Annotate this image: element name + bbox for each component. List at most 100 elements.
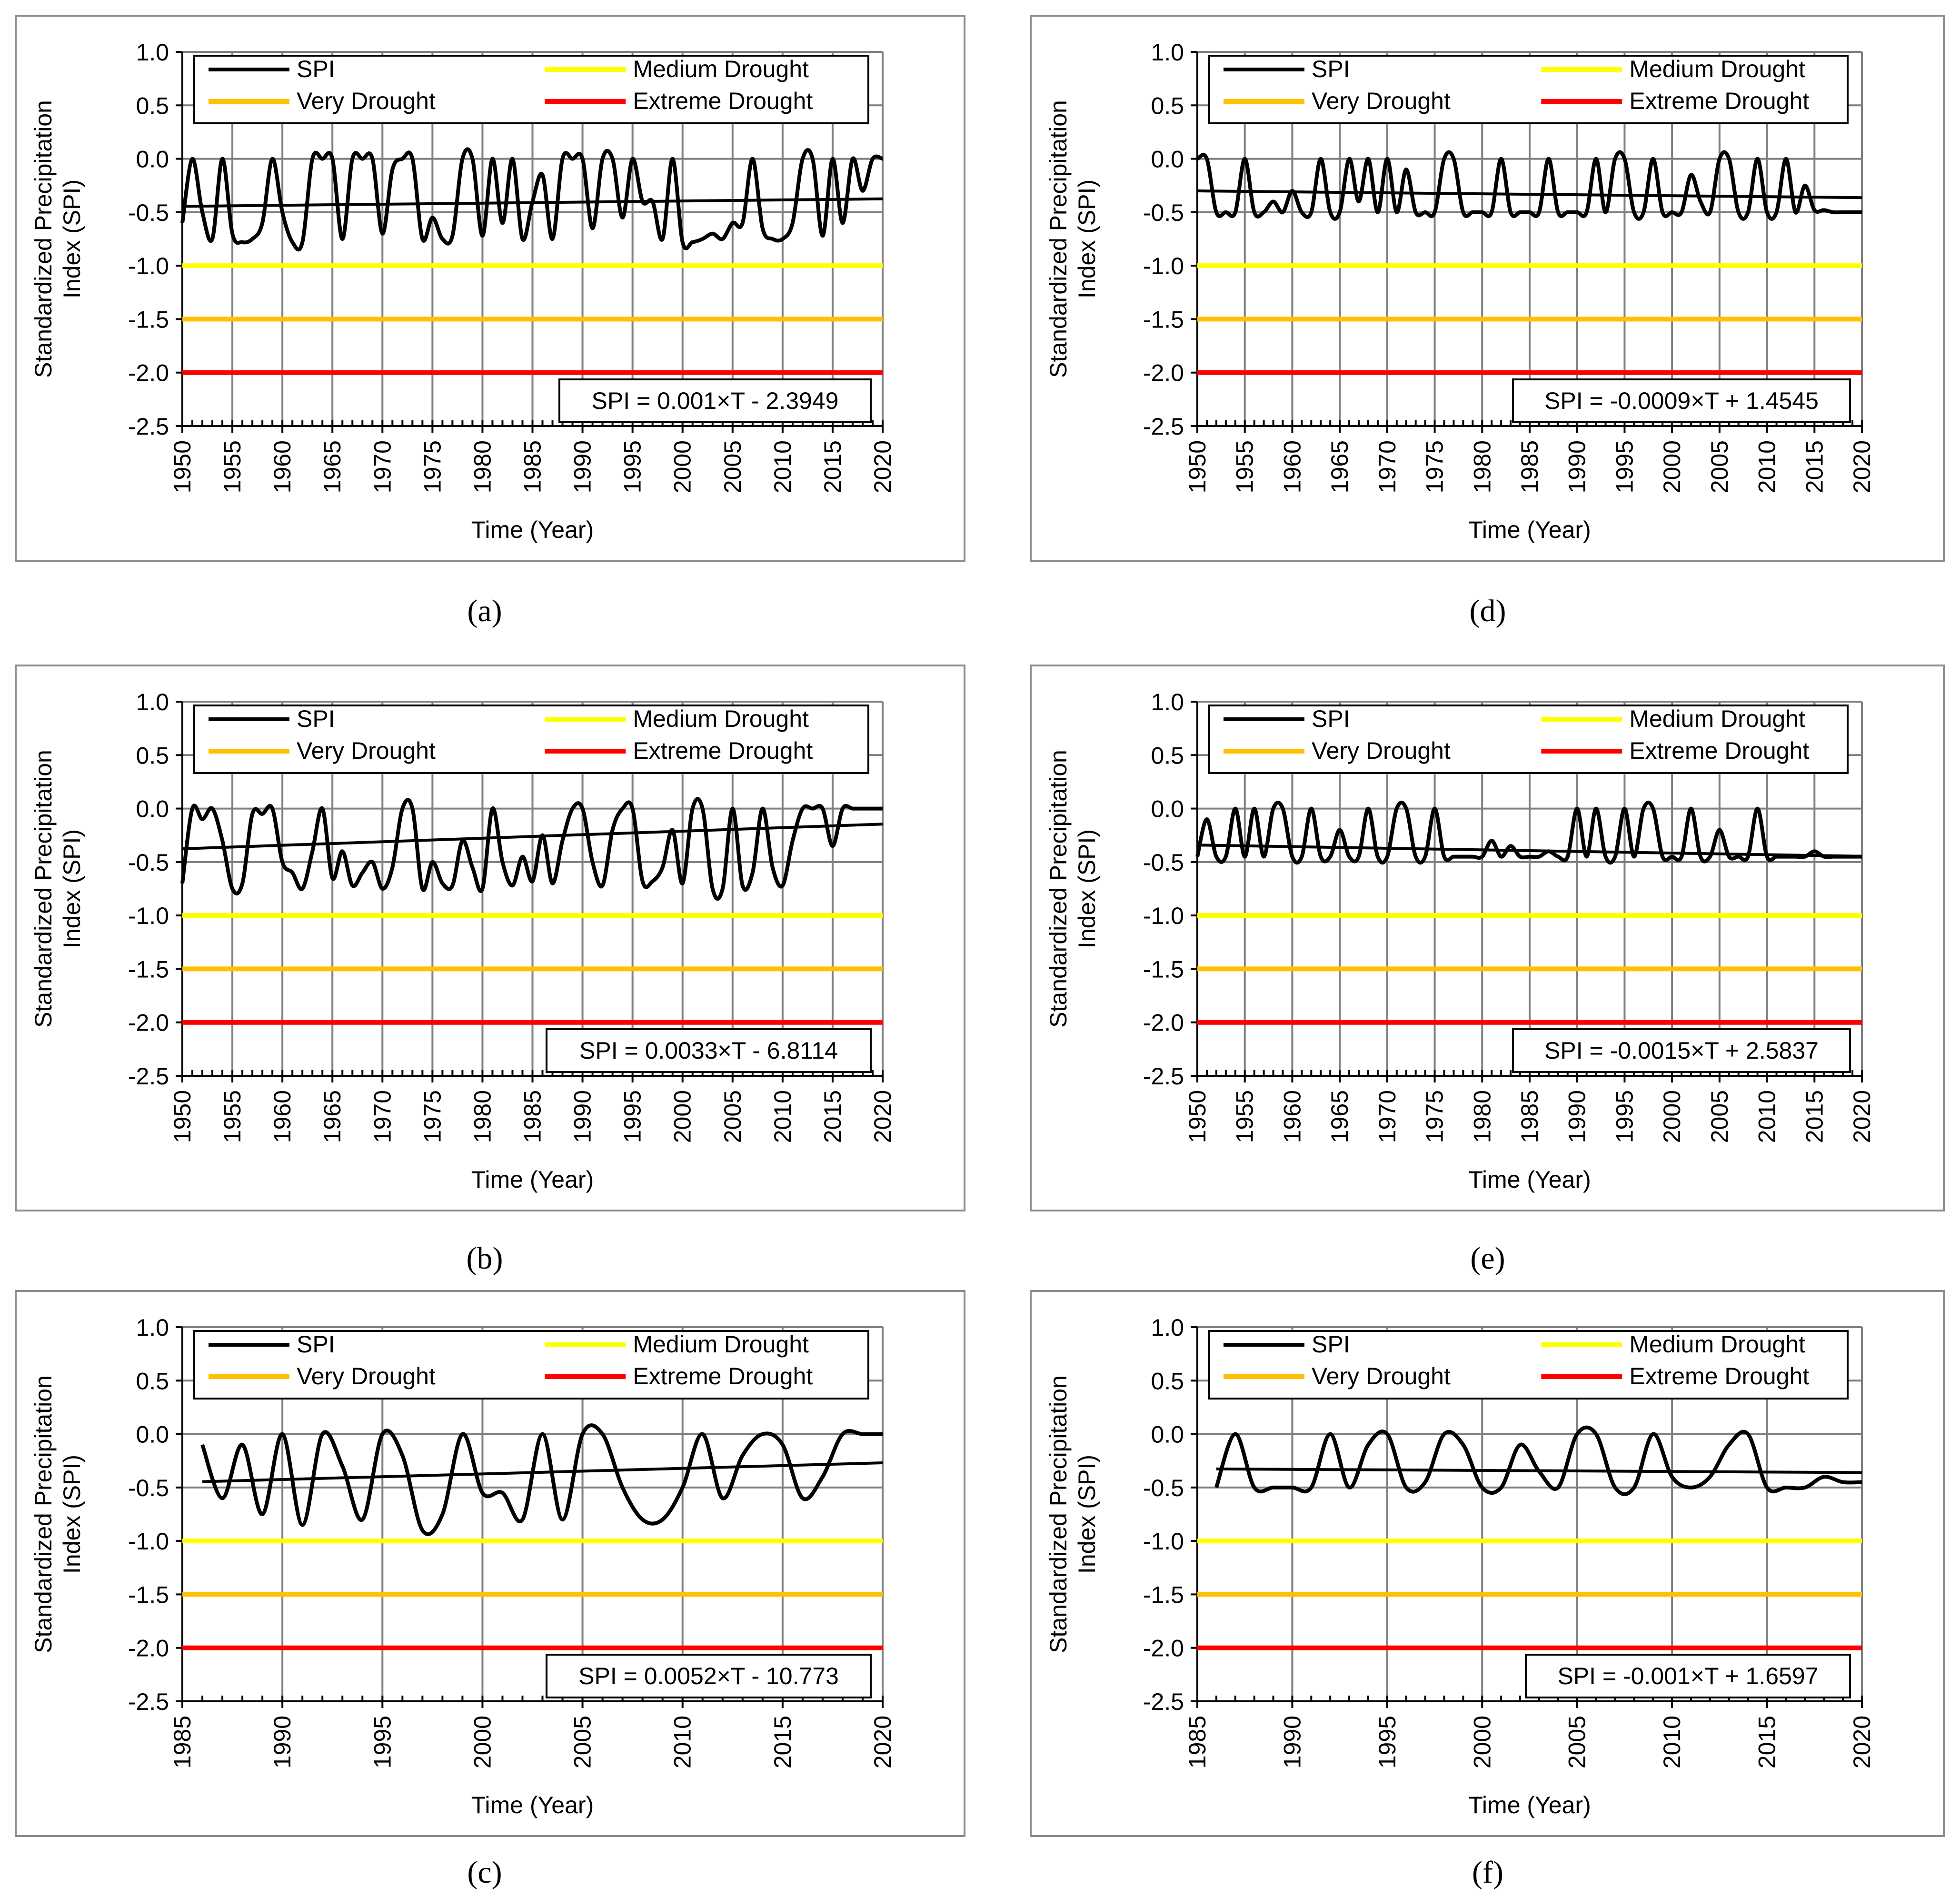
legend-item-medium-drought-label: Medium Drought bbox=[633, 705, 809, 732]
x-tick-label: 1995 bbox=[619, 1090, 646, 1143]
panel-label: (b) bbox=[467, 1241, 503, 1276]
legend-box bbox=[193, 55, 869, 124]
x-tick-label: 2010 bbox=[1754, 1090, 1781, 1143]
x-tick-label: 1980 bbox=[1469, 1090, 1495, 1143]
x-tick-label: 2010 bbox=[769, 440, 796, 493]
x-tick-label: 1990 bbox=[569, 1090, 596, 1143]
y-tick-label: -1.5 bbox=[1143, 956, 1184, 983]
y-tick-label: 0.0 bbox=[1151, 146, 1184, 173]
x-tick-label: 1995 bbox=[619, 440, 646, 493]
x-tick-label: 2010 bbox=[669, 1716, 696, 1768]
x-tick-label: 2010 bbox=[1659, 1716, 1685, 1768]
x-tick-label: 2005 bbox=[569, 1716, 596, 1768]
legend-box bbox=[193, 1330, 869, 1400]
y-tick-label: -1.5 bbox=[128, 1581, 169, 1608]
spi-trend-line bbox=[182, 823, 883, 851]
x-tick-label: 1980 bbox=[469, 1090, 496, 1143]
x-tick-label: 2000 bbox=[669, 440, 696, 493]
x-tick-label: 1985 bbox=[519, 1090, 546, 1143]
x-tick-label: 1990 bbox=[1564, 1090, 1591, 1143]
x-tick-label: 1970 bbox=[1374, 1090, 1401, 1143]
trend-equation-label: SPI = 0.0052×T - 10.773 bbox=[578, 1663, 839, 1689]
legend-item-extreme-drought-label: Extreme Drought bbox=[1629, 88, 1809, 114]
x-tick-label: 2015 bbox=[1754, 1716, 1781, 1768]
spi-trend-line bbox=[182, 197, 883, 208]
y-tick-label: 1.0 bbox=[136, 689, 169, 715]
y-tick-label: 1.0 bbox=[136, 1314, 169, 1341]
y-tick-label: 0.5 bbox=[136, 742, 169, 769]
y-tick-label: -0.5 bbox=[1143, 849, 1184, 876]
x-tick-label: 2020 bbox=[1849, 440, 1875, 493]
y-tick-label: -1.0 bbox=[128, 903, 169, 929]
x-tick-label: 2015 bbox=[1801, 1090, 1828, 1143]
x-tick-label: 1985 bbox=[169, 1716, 196, 1768]
legend-box bbox=[1208, 705, 1849, 774]
x-tick-label: 2015 bbox=[1801, 440, 1828, 493]
y-tick-label: -2.5 bbox=[1143, 1063, 1184, 1090]
x-tick-label: 1960 bbox=[269, 1090, 296, 1143]
x-tick-label: 1970 bbox=[369, 440, 396, 493]
spi-series-line bbox=[180, 147, 884, 252]
x-tick-label: 2015 bbox=[819, 440, 846, 493]
y-tick-label: -2.0 bbox=[1143, 1010, 1184, 1036]
legend-item-spi-label: SPI bbox=[1312, 705, 1350, 732]
panel-label: (e) bbox=[1470, 1241, 1505, 1276]
y-tick-label: 0.0 bbox=[1151, 1421, 1184, 1448]
y-tick-label: -0.5 bbox=[1143, 199, 1184, 226]
y-axis-title-line-1: Standardized Precipitation bbox=[30, 750, 57, 1028]
y-tick-label: 0.0 bbox=[1151, 796, 1184, 823]
x-tick-label: 2000 bbox=[469, 1716, 496, 1768]
legend-item-spi-label: SPI bbox=[1312, 56, 1350, 82]
y-tick-label: -0.5 bbox=[128, 849, 169, 876]
x-tick-label: 1955 bbox=[1232, 440, 1258, 493]
x-axis-title: Time (Year) bbox=[1468, 1166, 1591, 1193]
x-tick-label: 1980 bbox=[1469, 440, 1495, 493]
legend-item-very-drought-label: Very Drought bbox=[1312, 1363, 1451, 1390]
x-tick-label: 1990 bbox=[269, 1716, 296, 1768]
y-tick-label: -1.5 bbox=[1143, 1581, 1184, 1608]
y-tick-label: 1.0 bbox=[1151, 39, 1184, 66]
legend-item-extreme-drought-label: Extreme Drought bbox=[633, 737, 813, 764]
y-tick-label: -2.0 bbox=[1143, 360, 1184, 387]
x-tick-label: 2005 bbox=[719, 1090, 746, 1143]
x-tick-label: 1965 bbox=[1326, 440, 1353, 493]
y-tick-label: -1.0 bbox=[1143, 1528, 1184, 1555]
y-tick-label: -2.5 bbox=[1143, 413, 1184, 440]
trend-equation-box bbox=[558, 378, 872, 423]
y-tick-label: 1.0 bbox=[1151, 1314, 1184, 1341]
x-tick-label: 2005 bbox=[1564, 1716, 1591, 1768]
y-tick-label: -2.5 bbox=[128, 1688, 169, 1715]
legend-item-spi-label: SPI bbox=[297, 56, 335, 82]
spi-series-line bbox=[1196, 150, 1862, 221]
y-tick-label: 0.5 bbox=[1151, 1368, 1184, 1394]
x-tick-label: 1995 bbox=[369, 1716, 396, 1768]
y-tick-label: -0.5 bbox=[128, 1475, 169, 1501]
x-tick-label: 1980 bbox=[469, 440, 496, 493]
y-tick-label: 0.0 bbox=[136, 1421, 169, 1448]
x-tick-label: 1975 bbox=[419, 440, 446, 493]
x-tick-label: 1950 bbox=[1184, 1090, 1211, 1143]
x-tick-label: 1955 bbox=[1232, 1090, 1258, 1143]
y-tick-label: -1.5 bbox=[128, 956, 169, 983]
trend-equation-label: SPI = -0.001×T + 1.6597 bbox=[1557, 1663, 1818, 1689]
legend-item-very-drought-label: Very Drought bbox=[1312, 88, 1451, 114]
y-axis-title-line-2: Index (SPI) bbox=[59, 829, 85, 948]
legend-item-medium-drought-label: Medium Drought bbox=[633, 1331, 809, 1358]
x-tick-label: 2005 bbox=[1706, 1090, 1733, 1143]
x-tick-label: 2020 bbox=[869, 1716, 896, 1768]
legend-box bbox=[1208, 1330, 1849, 1400]
x-tick-label: 1950 bbox=[169, 1090, 196, 1143]
spi-series-line bbox=[1195, 801, 1862, 865]
legend-item-spi-label: SPI bbox=[1312, 1331, 1350, 1358]
y-axis-title-line-2: Index (SPI) bbox=[1074, 829, 1100, 948]
x-tick-label: 1955 bbox=[219, 440, 246, 493]
y-axis-title-line-1: Standardized Precipitation bbox=[1045, 750, 1072, 1028]
y-tick-label: 0.5 bbox=[1151, 742, 1184, 769]
x-tick-label: 1960 bbox=[1279, 1090, 1305, 1143]
y-tick-label: -2.0 bbox=[128, 1010, 169, 1036]
y-tick-label: -2.5 bbox=[128, 1063, 169, 1090]
x-tick-label: 1970 bbox=[369, 1090, 396, 1143]
legend-item-extreme-drought-label: Extreme Drought bbox=[633, 1363, 813, 1390]
trend-equation-label: SPI = 0.0033×T - 6.8114 bbox=[579, 1037, 838, 1064]
